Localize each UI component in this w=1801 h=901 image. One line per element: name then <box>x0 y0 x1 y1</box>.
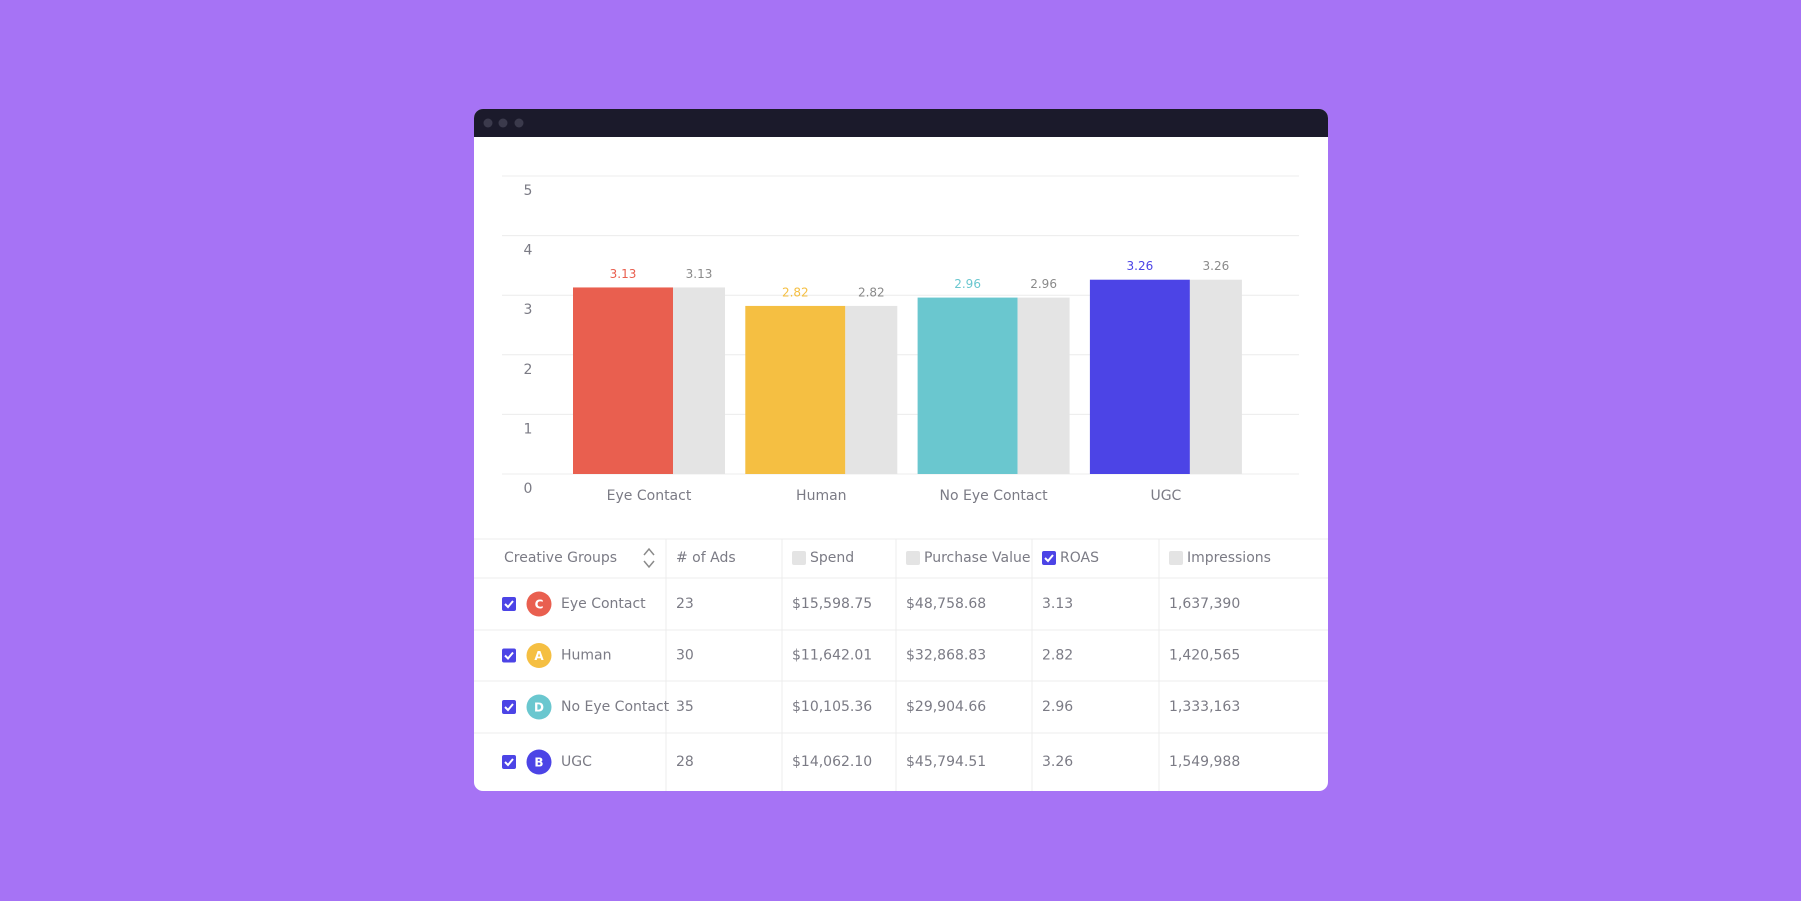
cell: $48,758.68 <box>906 596 986 612</box>
cell: 1,333,163 <box>1169 699 1240 715</box>
x-tick-label: Human <box>796 488 847 504</box>
row-checkbox[interactable] <box>502 648 516 663</box>
cell: 2.96 <box>1042 699 1073 715</box>
row-checkbox-tick <box>504 651 514 660</box>
bar <box>745 305 846 474</box>
bar <box>573 287 673 474</box>
cell: $32,868.83 <box>906 648 986 664</box>
window-dot <box>514 118 524 128</box>
x-tick-label: Eye Contact <box>607 488 692 504</box>
bar <box>1089 279 1190 474</box>
y-tick-label: 0 <box>524 481 533 497</box>
row-checkbox-tick <box>504 600 514 609</box>
badge <box>526 591 552 617</box>
column-header[interactable]: ROAS <box>1060 550 1099 566</box>
cell: 3.13 <box>1042 596 1073 612</box>
row-checkbox[interactable] <box>502 597 516 611</box>
value-label: 2.82 <box>782 285 809 299</box>
cell: 30 <box>676 648 694 664</box>
y-tick-label: 3 <box>524 302 533 318</box>
window-dot <box>498 118 508 128</box>
value-label: 2.96 <box>1030 277 1057 291</box>
window-dot <box>483 118 493 128</box>
badge <box>526 694 552 720</box>
column-checkbox[interactable] <box>1169 551 1183 565</box>
x-tick-label: UGC <box>1150 488 1181 504</box>
row-checkbox-tick <box>504 703 514 712</box>
column-checkbox[interactable] <box>792 551 806 565</box>
value-label: 2.96 <box>954 277 981 291</box>
bar <box>1189 279 1242 474</box>
column-checkbox[interactable] <box>906 551 920 565</box>
cell: $45,794.51 <box>906 754 986 770</box>
row-checkbox[interactable] <box>502 700 516 714</box>
bar <box>1017 297 1070 474</box>
column-header[interactable]: # of Ads <box>676 550 736 566</box>
column-checkbox-tick <box>1044 554 1054 563</box>
cell: 1,637,390 <box>1169 596 1240 612</box>
cell: 23 <box>676 596 694 612</box>
column-header[interactable]: Creative Groups <box>504 550 617 566</box>
group-name: Human <box>561 648 612 664</box>
bar <box>673 287 725 474</box>
row-checkbox[interactable] <box>502 755 516 769</box>
value-label: 2.82 <box>858 285 885 299</box>
y-tick-label: 2 <box>524 362 533 378</box>
column-checkbox[interactable] <box>1042 551 1056 565</box>
row-checkbox-tick <box>504 758 514 767</box>
table: Creative Groups # of Ads Spend Purchase Val… <box>474 538 1328 791</box>
sort-icon[interactable] <box>643 547 655 569</box>
cell: 1,549,988 <box>1169 754 1240 770</box>
column-header[interactable]: Purchase Value <box>924 550 1030 566</box>
chart: 0 1 2 3 4 5 Eye Contact 3.13 3.13 Human 2.82 2.82 No… <box>502 175 1299 504</box>
group-name: Eye Contact <box>561 596 646 612</box>
y-tick-label: 5 <box>524 183 533 199</box>
group-name: No Eye Contact <box>561 699 670 715</box>
badge-letter: C <box>535 598 544 612</box>
bar <box>917 297 1018 474</box>
badge-letter: D <box>534 701 544 715</box>
title-bar <box>474 109 1328 137</box>
cell: $14,062.10 <box>792 754 872 770</box>
badge <box>526 643 552 668</box>
window <box>474 109 1328 791</box>
value-label: 3.13 <box>610 267 637 281</box>
cell: 3.26 <box>1042 754 1073 770</box>
cell: 1,420,565 <box>1169 648 1240 664</box>
group-name: UGC <box>561 754 592 770</box>
cell: $10,105.36 <box>792 699 872 715</box>
y-tick-label: 1 <box>524 421 533 437</box>
cell: 35 <box>676 699 694 715</box>
bar <box>845 305 898 474</box>
badge-letter: A <box>534 649 544 663</box>
badge <box>526 749 552 775</box>
cell: $29,904.66 <box>906 699 986 715</box>
value-label: 3.26 <box>1203 259 1230 273</box>
value-label: 3.13 <box>686 267 713 281</box>
cell: $11,642.01 <box>792 648 872 664</box>
x-tick-label: No Eye Contact <box>940 488 1049 504</box>
badge-letter: B <box>534 756 543 770</box>
column-header[interactable]: Impressions <box>1187 550 1271 566</box>
cell: $15,598.75 <box>792 596 872 612</box>
column-header[interactable]: Spend <box>810 550 854 566</box>
y-tick-label: 4 <box>524 243 533 259</box>
value-label: 3.26 <box>1127 259 1154 273</box>
cell: 28 <box>676 754 694 770</box>
cell: 2.82 <box>1042 648 1073 664</box>
